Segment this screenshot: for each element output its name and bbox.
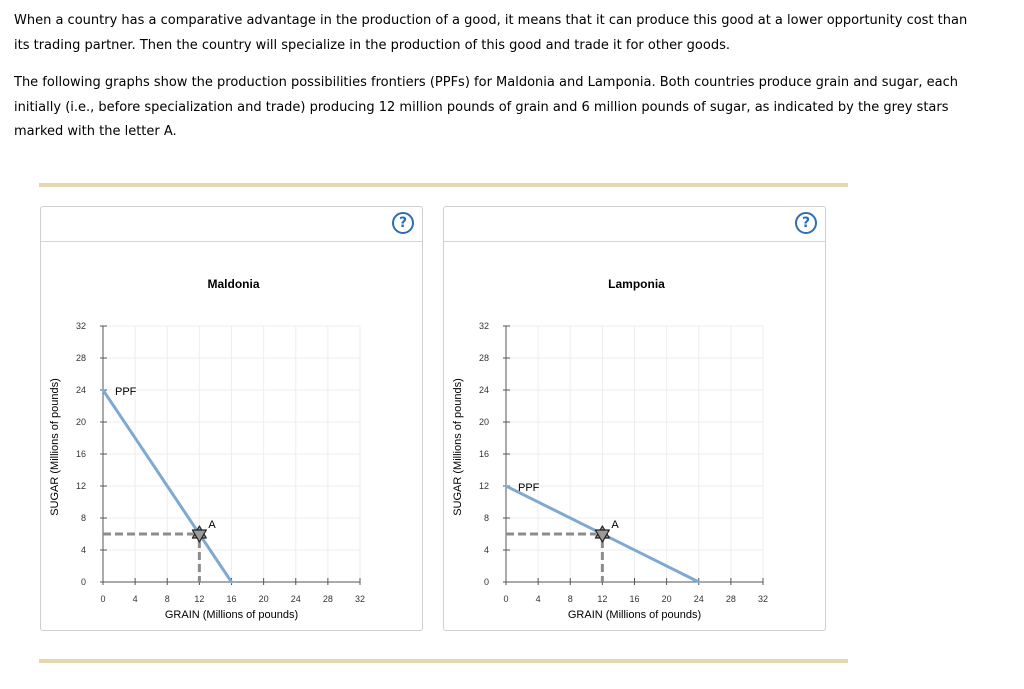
y-tick-label: 16	[76, 449, 86, 459]
y-tick-label: 32	[76, 321, 86, 331]
y-tick-label: 24	[76, 385, 86, 395]
lamponia-graph-panel: ? Lamponia 0 4 8 12 16 20 24 28 32 0 4 8 12 16 20 24 28 32…	[443, 206, 826, 631]
y-tick-label: 8	[81, 513, 86, 523]
x-tick-label: 4	[133, 594, 138, 604]
maldonia-graph-panel: ? Maldonia 0 4 8 12 16 20 24 28 32 0 4 8 12 16 20 24 28 32…	[40, 206, 423, 631]
y-axis-label: SUGAR (Millions of pounds)	[49, 378, 61, 516]
y-tick-label: 8	[484, 513, 489, 523]
y-tick-label: 28	[479, 353, 489, 363]
x-tick-label: 28	[726, 594, 736, 604]
panel-header: ?	[444, 207, 825, 242]
ppf-line	[101, 388, 233, 584]
panel-header: ?	[41, 207, 422, 242]
maldonia-ppf-chart: Maldonia 0 4 8 12 16 20 24 28 32 0 4 8 12 16 20 24 28 32 GR…	[49, 277, 365, 621]
y-tick-label: 16	[479, 449, 489, 459]
y-tick-label: 4	[484, 545, 489, 555]
y-tick-label: 0	[484, 577, 489, 587]
y-tick-label: 0	[81, 577, 86, 587]
x-tick-label: 28	[323, 594, 333, 604]
point-a-label: A	[208, 519, 216, 531]
chart-title: Lamponia	[608, 277, 665, 291]
x-tick-label: 0	[503, 594, 508, 604]
intro-paragraph-2: The following graphs show the production…	[14, 75, 958, 139]
y-tick-label: 12	[76, 481, 86, 491]
lamponia-ppf-chart: Lamponia 0 4 8 12 16 20 24 28 32 0 4 8 12 16 20 24 28 32 GR…	[452, 277, 768, 621]
x-tick-label: 8	[165, 594, 170, 604]
y-tick-label: 20	[479, 417, 489, 427]
y-tick-label: 12	[479, 481, 489, 491]
y-axis-label: SUGAR (Millions of pounds)	[452, 378, 464, 516]
y-tick-label: 4	[81, 545, 86, 555]
x-tick-label: 16	[226, 594, 236, 604]
x-tick-label: 16	[629, 594, 639, 604]
x-tick-label: 8	[568, 594, 573, 604]
x-tick-label: 12	[194, 594, 204, 604]
x-axis-label: GRAIN (Millions of pounds)	[165, 609, 298, 621]
point-a-star-icon	[594, 525, 610, 543]
x-tick-label: 12	[597, 594, 607, 604]
x-tick-label: 32	[758, 594, 768, 604]
divider-top	[39, 183, 848, 187]
intro-paragraph-1: When a country has a comparative advanta…	[14, 13, 968, 53]
y-tick-label: 32	[479, 321, 489, 331]
help-icon[interactable]: ?	[795, 212, 817, 234]
help-icon[interactable]: ?	[392, 212, 414, 234]
x-tick-label: 32	[355, 594, 365, 604]
chart-title: Maldonia	[207, 277, 259, 291]
x-axis-label: GRAIN (Millions of pounds)	[568, 609, 701, 621]
point-a-label: A	[611, 519, 619, 531]
x-tick-label: 4	[536, 594, 541, 604]
y-tick-label: 28	[76, 353, 86, 363]
y-tick-label: 20	[76, 417, 86, 427]
y-tick-label: 24	[479, 385, 489, 395]
x-tick-label: 20	[259, 594, 269, 604]
x-tick-label: 24	[291, 594, 301, 604]
x-tick-label: 0	[100, 594, 105, 604]
x-tick-label: 24	[694, 594, 704, 604]
divider-bottom	[39, 659, 848, 663]
ppf-label: PPF	[518, 482, 540, 494]
x-tick-label: 20	[662, 594, 672, 604]
ppf-label: PPF	[115, 386, 137, 398]
point-a-star-icon	[191, 525, 207, 543]
